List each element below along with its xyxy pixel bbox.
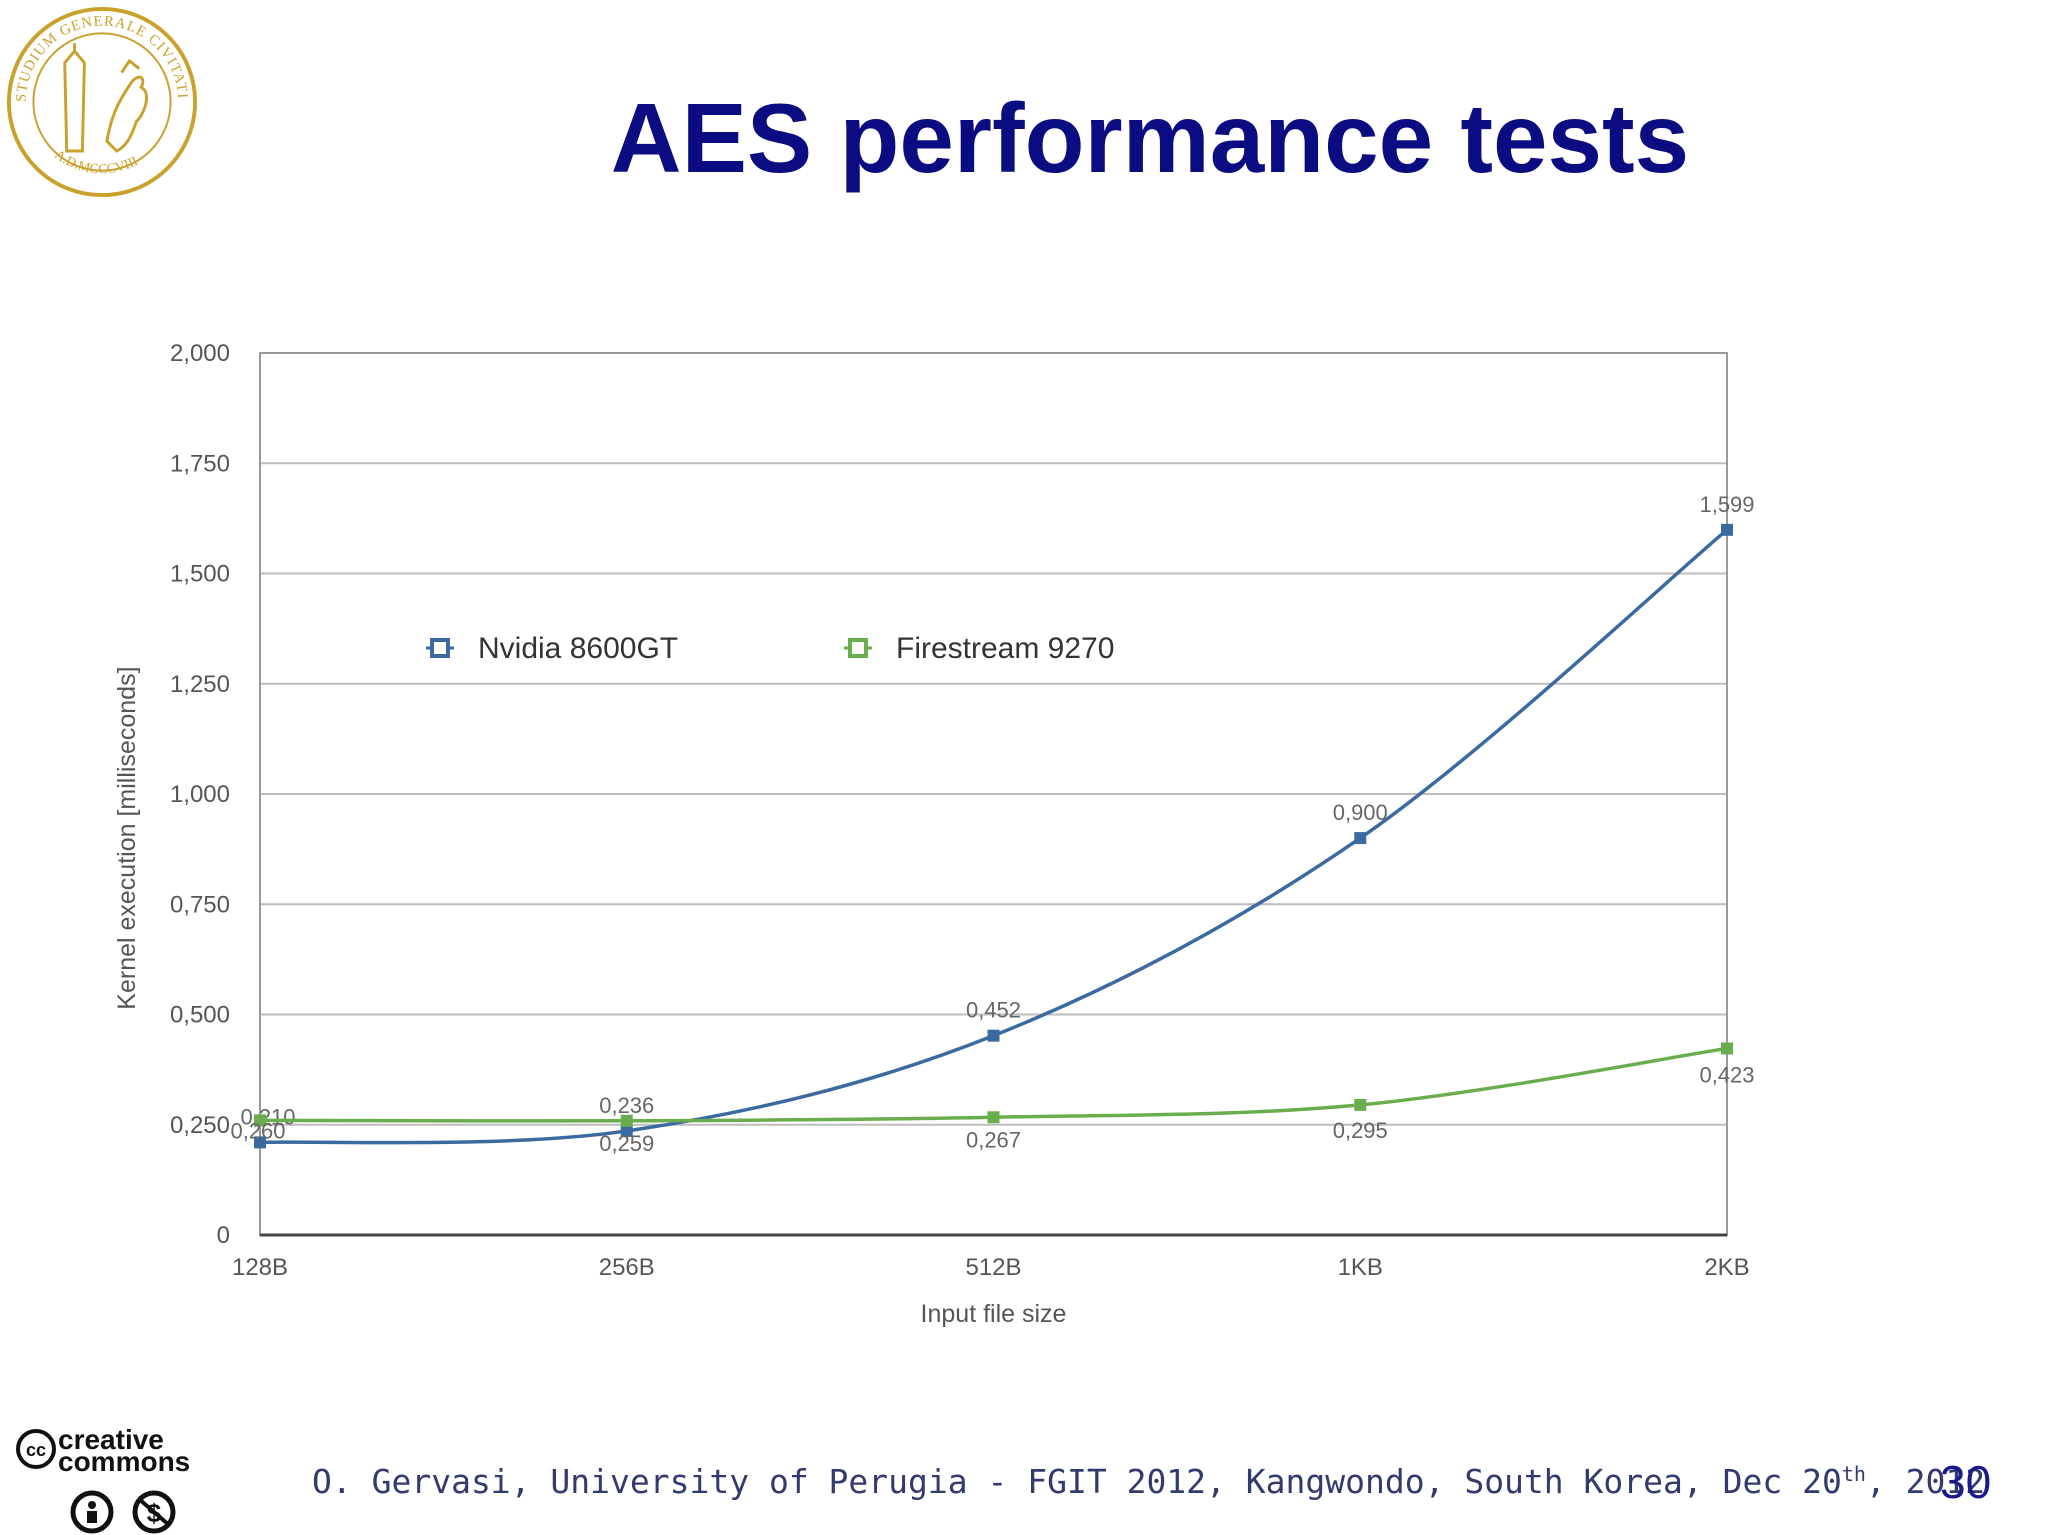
slide-footer: O. Gervasi, University of Perugia - FGIT…: [312, 1462, 1985, 1501]
series-1-point: [987, 1029, 1000, 1042]
data-label: 0,236: [599, 1093, 654, 1118]
series-1-point: [620, 1124, 633, 1137]
series-1-point: [1721, 523, 1733, 536]
page-number: 30: [1940, 1456, 1992, 1508]
y-tick-label: 2,000: [170, 340, 230, 367]
series-2-point: [1721, 1042, 1733, 1055]
series-2-point: [1354, 1098, 1367, 1111]
y-tick-label: 1,500: [170, 561, 230, 588]
x-axis-title: Input file size: [921, 1300, 1067, 1328]
university-seal-logo: STUDIUM GENERALE CIVITATIS PERUSII A.D.M…: [4, 4, 198, 198]
series-2-point: [620, 1114, 633, 1127]
y-tick-label: 0,750: [170, 891, 230, 918]
series-line-1: [259, 528, 1729, 1145]
data-label: 0,260: [230, 1118, 285, 1143]
data-label: 0,267: [966, 1127, 1021, 1152]
y-tick-label: 0,500: [170, 1002, 230, 1029]
series-1-point: [1354, 832, 1367, 845]
legend-marker: [848, 638, 868, 658]
legend-marker: [430, 638, 450, 658]
line-chart: 0 0,250 0,500 0,750 1,000 1,250 1,500 1,750 2,00…: [113, 340, 1755, 1328]
x-tick-label: 512B: [965, 1254, 1021, 1281]
data-label: 1,599: [1699, 492, 1754, 517]
data-label: 0,259: [599, 1131, 654, 1156]
series-line-2: [259, 1046, 1728, 1123]
data-label: 0,210: [240, 1104, 295, 1129]
noncommercial-icon: [132, 1490, 176, 1534]
legend-label: Firestream 9270: [896, 632, 1114, 665]
data-label: 0,452: [966, 998, 1021, 1023]
series-2-point: [254, 1114, 266, 1127]
y-tick-label: 0: [217, 1222, 230, 1249]
slide-title: AES performance tests: [610, 83, 1690, 193]
y-tick-label: 1,750: [170, 450, 230, 477]
y-axis-title: Kernel execution [milliseconds]: [113, 666, 141, 1009]
x-tick-label: 128B: [232, 1254, 288, 1281]
svg-text:creative: creative: [58, 1425, 164, 1455]
x-tick-label: 256B: [599, 1254, 655, 1281]
data-label: 0,295: [1333, 1118, 1388, 1143]
footer-superscript: th: [1841, 1462, 1866, 1486]
y-tick-label: 1,250: [170, 671, 230, 698]
x-tick-label: 1KB: [1338, 1254, 1383, 1281]
creative-commons-logo: cc creative commons $: [16, 1425, 190, 1534]
legend-label: Nvidia 8600GT: [478, 632, 678, 665]
series-2-point: [987, 1111, 1000, 1124]
series-1-point: [254, 1136, 266, 1149]
data-label: 0,423: [1699, 1062, 1754, 1087]
x-tick-label: 2KB: [1704, 1254, 1749, 1281]
footer-text: O. Gervasi, University of Perugia - FGIT…: [312, 1462, 1842, 1501]
svg-text:cc: cc: [26, 1440, 46, 1460]
svg-text:commons: commons: [58, 1446, 190, 1477]
y-tick-label: 1,000: [170, 781, 230, 808]
footer-year: , 2012: [1865, 1462, 1986, 1501]
y-tick-label: 0,250: [170, 1112, 230, 1139]
attribution-icon: [70, 1490, 114, 1534]
data-label: 0,900: [1333, 800, 1388, 825]
